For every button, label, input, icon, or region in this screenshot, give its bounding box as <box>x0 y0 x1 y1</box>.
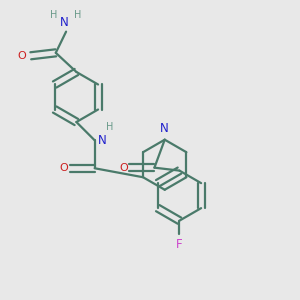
Text: N: N <box>98 134 106 147</box>
Text: H: H <box>106 122 114 132</box>
Text: F: F <box>176 238 183 251</box>
Text: H: H <box>74 11 81 20</box>
Text: H: H <box>50 11 57 20</box>
Text: O: O <box>119 163 128 173</box>
Text: N: N <box>60 16 69 29</box>
Text: O: O <box>18 51 26 61</box>
Text: O: O <box>59 163 68 173</box>
Text: N: N <box>160 122 169 135</box>
